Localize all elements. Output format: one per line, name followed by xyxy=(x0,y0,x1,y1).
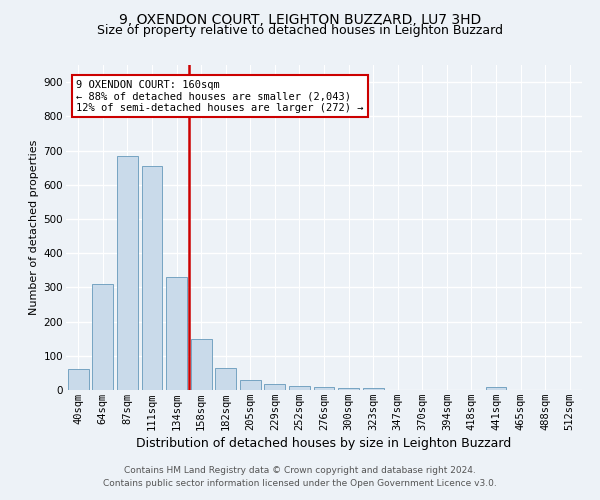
Text: 9 OXENDON COURT: 160sqm
← 88% of detached houses are smaller (2,043)
12% of semi: 9 OXENDON COURT: 160sqm ← 88% of detache… xyxy=(76,80,364,113)
Bar xyxy=(240,380,261,390)
Bar xyxy=(338,388,359,390)
Bar xyxy=(265,384,286,390)
Bar xyxy=(362,388,383,390)
Text: Contains HM Land Registry data © Crown copyright and database right 2024.
Contai: Contains HM Land Registry data © Crown c… xyxy=(103,466,497,487)
X-axis label: Distribution of detached houses by size in Leighton Buzzard: Distribution of detached houses by size … xyxy=(136,437,512,450)
Bar xyxy=(314,388,334,390)
Bar xyxy=(166,277,187,390)
Text: 9, OXENDON COURT, LEIGHTON BUZZARD, LU7 3HD: 9, OXENDON COURT, LEIGHTON BUZZARD, LU7 … xyxy=(119,12,481,26)
Bar xyxy=(92,284,113,390)
Bar xyxy=(68,370,89,390)
Bar xyxy=(289,386,310,390)
Bar xyxy=(117,156,138,390)
Text: Size of property relative to detached houses in Leighton Buzzard: Size of property relative to detached ho… xyxy=(97,24,503,37)
Y-axis label: Number of detached properties: Number of detached properties xyxy=(29,140,40,315)
Bar xyxy=(215,368,236,390)
Bar xyxy=(191,338,212,390)
Bar xyxy=(142,166,163,390)
Bar xyxy=(485,388,506,390)
